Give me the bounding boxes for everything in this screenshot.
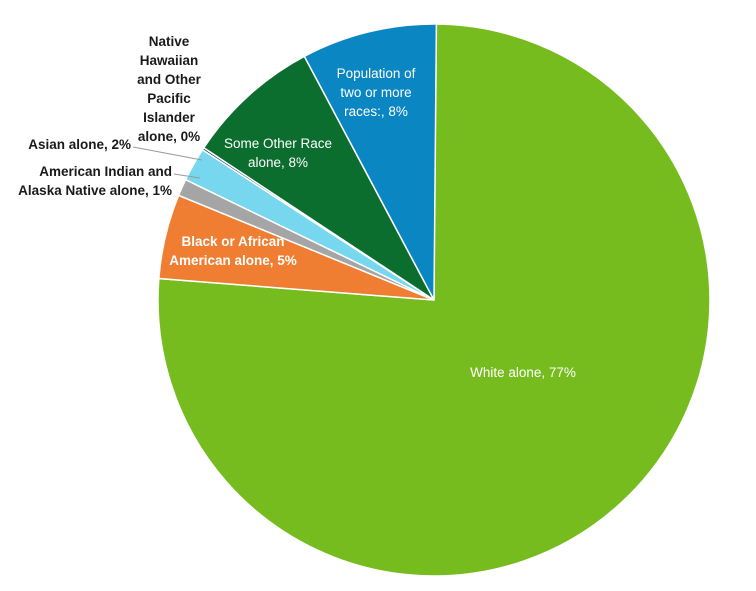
pie-slice-6 — [303, 23, 438, 301]
slice-label-line: Islander — [143, 110, 196, 125]
slice-label-line: two or more — [340, 85, 411, 100]
slice-label-line: Population of — [337, 66, 416, 81]
slice-label-line: American Indian and — [39, 164, 172, 179]
slice-label-line: Alaska Native alone, 1% — [18, 183, 172, 198]
slice-label-6: Population of two or more races:, 8% — [337, 66, 416, 119]
slice-label-line: and Other — [137, 72, 202, 87]
slice-label-line: Pacific — [147, 91, 191, 106]
pie-slice-5 — [202, 55, 435, 301]
slice-label-line: Hawaiian — [140, 53, 199, 68]
leader-lines — [132, 146, 203, 179]
slice-label-line: alone, 0% — [138, 129, 200, 144]
slice-label-line: Asian alone, 2% — [28, 137, 131, 152]
slice-label-line: White alone, 77% — [470, 365, 576, 380]
slice-labels: White alone, 77% Black or African American… — [18, 34, 576, 380]
leader-line-2 — [173, 173, 201, 179]
slice-label-1: Black or African American alone, 5% — [169, 234, 297, 268]
slice-label-line: races:, 8% — [344, 104, 408, 119]
slice-label-line: American alone, 5% — [169, 253, 297, 268]
slice-label-line: alone, 8% — [248, 155, 308, 170]
pie-slices — [157, 23, 711, 577]
slice-label-5: Some Other Race alone, 8% — [224, 136, 332, 170]
slice-label-4: Native Hawaiian and Other Pacific Islander al… — [137, 34, 202, 144]
slice-label-line: Some Other Race — [224, 136, 332, 151]
leader-line-3 — [132, 146, 203, 161]
slice-label-3: Asian alone, 2% — [28, 137, 131, 152]
slice-label-2: American Indian and Alaska Native alone, … — [18, 164, 172, 198]
slice-label-line: Black or African — [181, 234, 284, 249]
slice-label-line: Native — [149, 34, 190, 49]
slice-label-0: White alone, 77% — [470, 365, 576, 380]
